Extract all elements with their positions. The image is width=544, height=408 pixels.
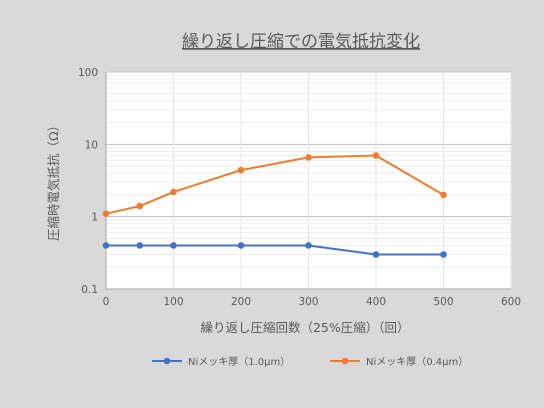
x-tick-label: 500 xyxy=(433,296,453,308)
series-1-point xyxy=(440,251,447,258)
chart-title: 繰り返し圧縮での電気抵抗変化 xyxy=(182,32,420,52)
y-tick-label: 100 xyxy=(78,67,98,79)
series-1-point xyxy=(237,242,245,249)
x-tick-label: 600 xyxy=(501,296,521,308)
series-2-point xyxy=(305,154,312,161)
series-1-point xyxy=(102,242,110,249)
x-tick-label: 0 xyxy=(103,296,110,308)
series-2-point xyxy=(102,210,110,217)
series-layer xyxy=(102,152,447,258)
series-2-point xyxy=(440,191,447,199)
legend-marker-1 xyxy=(163,357,171,365)
series-1-point xyxy=(372,251,380,258)
series-2-point xyxy=(170,188,177,196)
series-2-point xyxy=(237,166,245,174)
x-tick-label: 200 xyxy=(231,296,251,308)
legend-label-2: Niメッキ厚（0.4μm） xyxy=(366,356,468,368)
series-2-point xyxy=(372,152,380,159)
x-tick-label: 400 xyxy=(366,296,386,308)
legend-marker-2 xyxy=(341,357,349,365)
series-2-point xyxy=(136,202,144,210)
series-1-point xyxy=(305,242,312,249)
x-tick-label: 300 xyxy=(298,296,318,308)
x-tick-label: 100 xyxy=(163,296,183,308)
legend: Niメッキ厚（1.0μm） Niメッキ厚（0.4μm） xyxy=(152,356,468,368)
grid-layer xyxy=(105,71,512,290)
series-1-point xyxy=(136,242,144,249)
x-axis-label: 繰り返し圧縮回数（25%圧縮）（回） xyxy=(200,320,409,335)
y-axis-label: 圧縮時電気抵抗（Ω） xyxy=(46,119,61,241)
y-tick-label: 10 xyxy=(85,139,98,151)
axis-layer: 0.1 1 10 100 0 100 200 300 400 500 600 xyxy=(78,67,521,308)
legend-label-1: Niメッキ厚（1.0μm） xyxy=(188,356,290,368)
series-1-point xyxy=(170,242,177,249)
y-tick-label: 1 xyxy=(91,212,98,224)
y-tick-label: 0.1 xyxy=(81,284,98,296)
